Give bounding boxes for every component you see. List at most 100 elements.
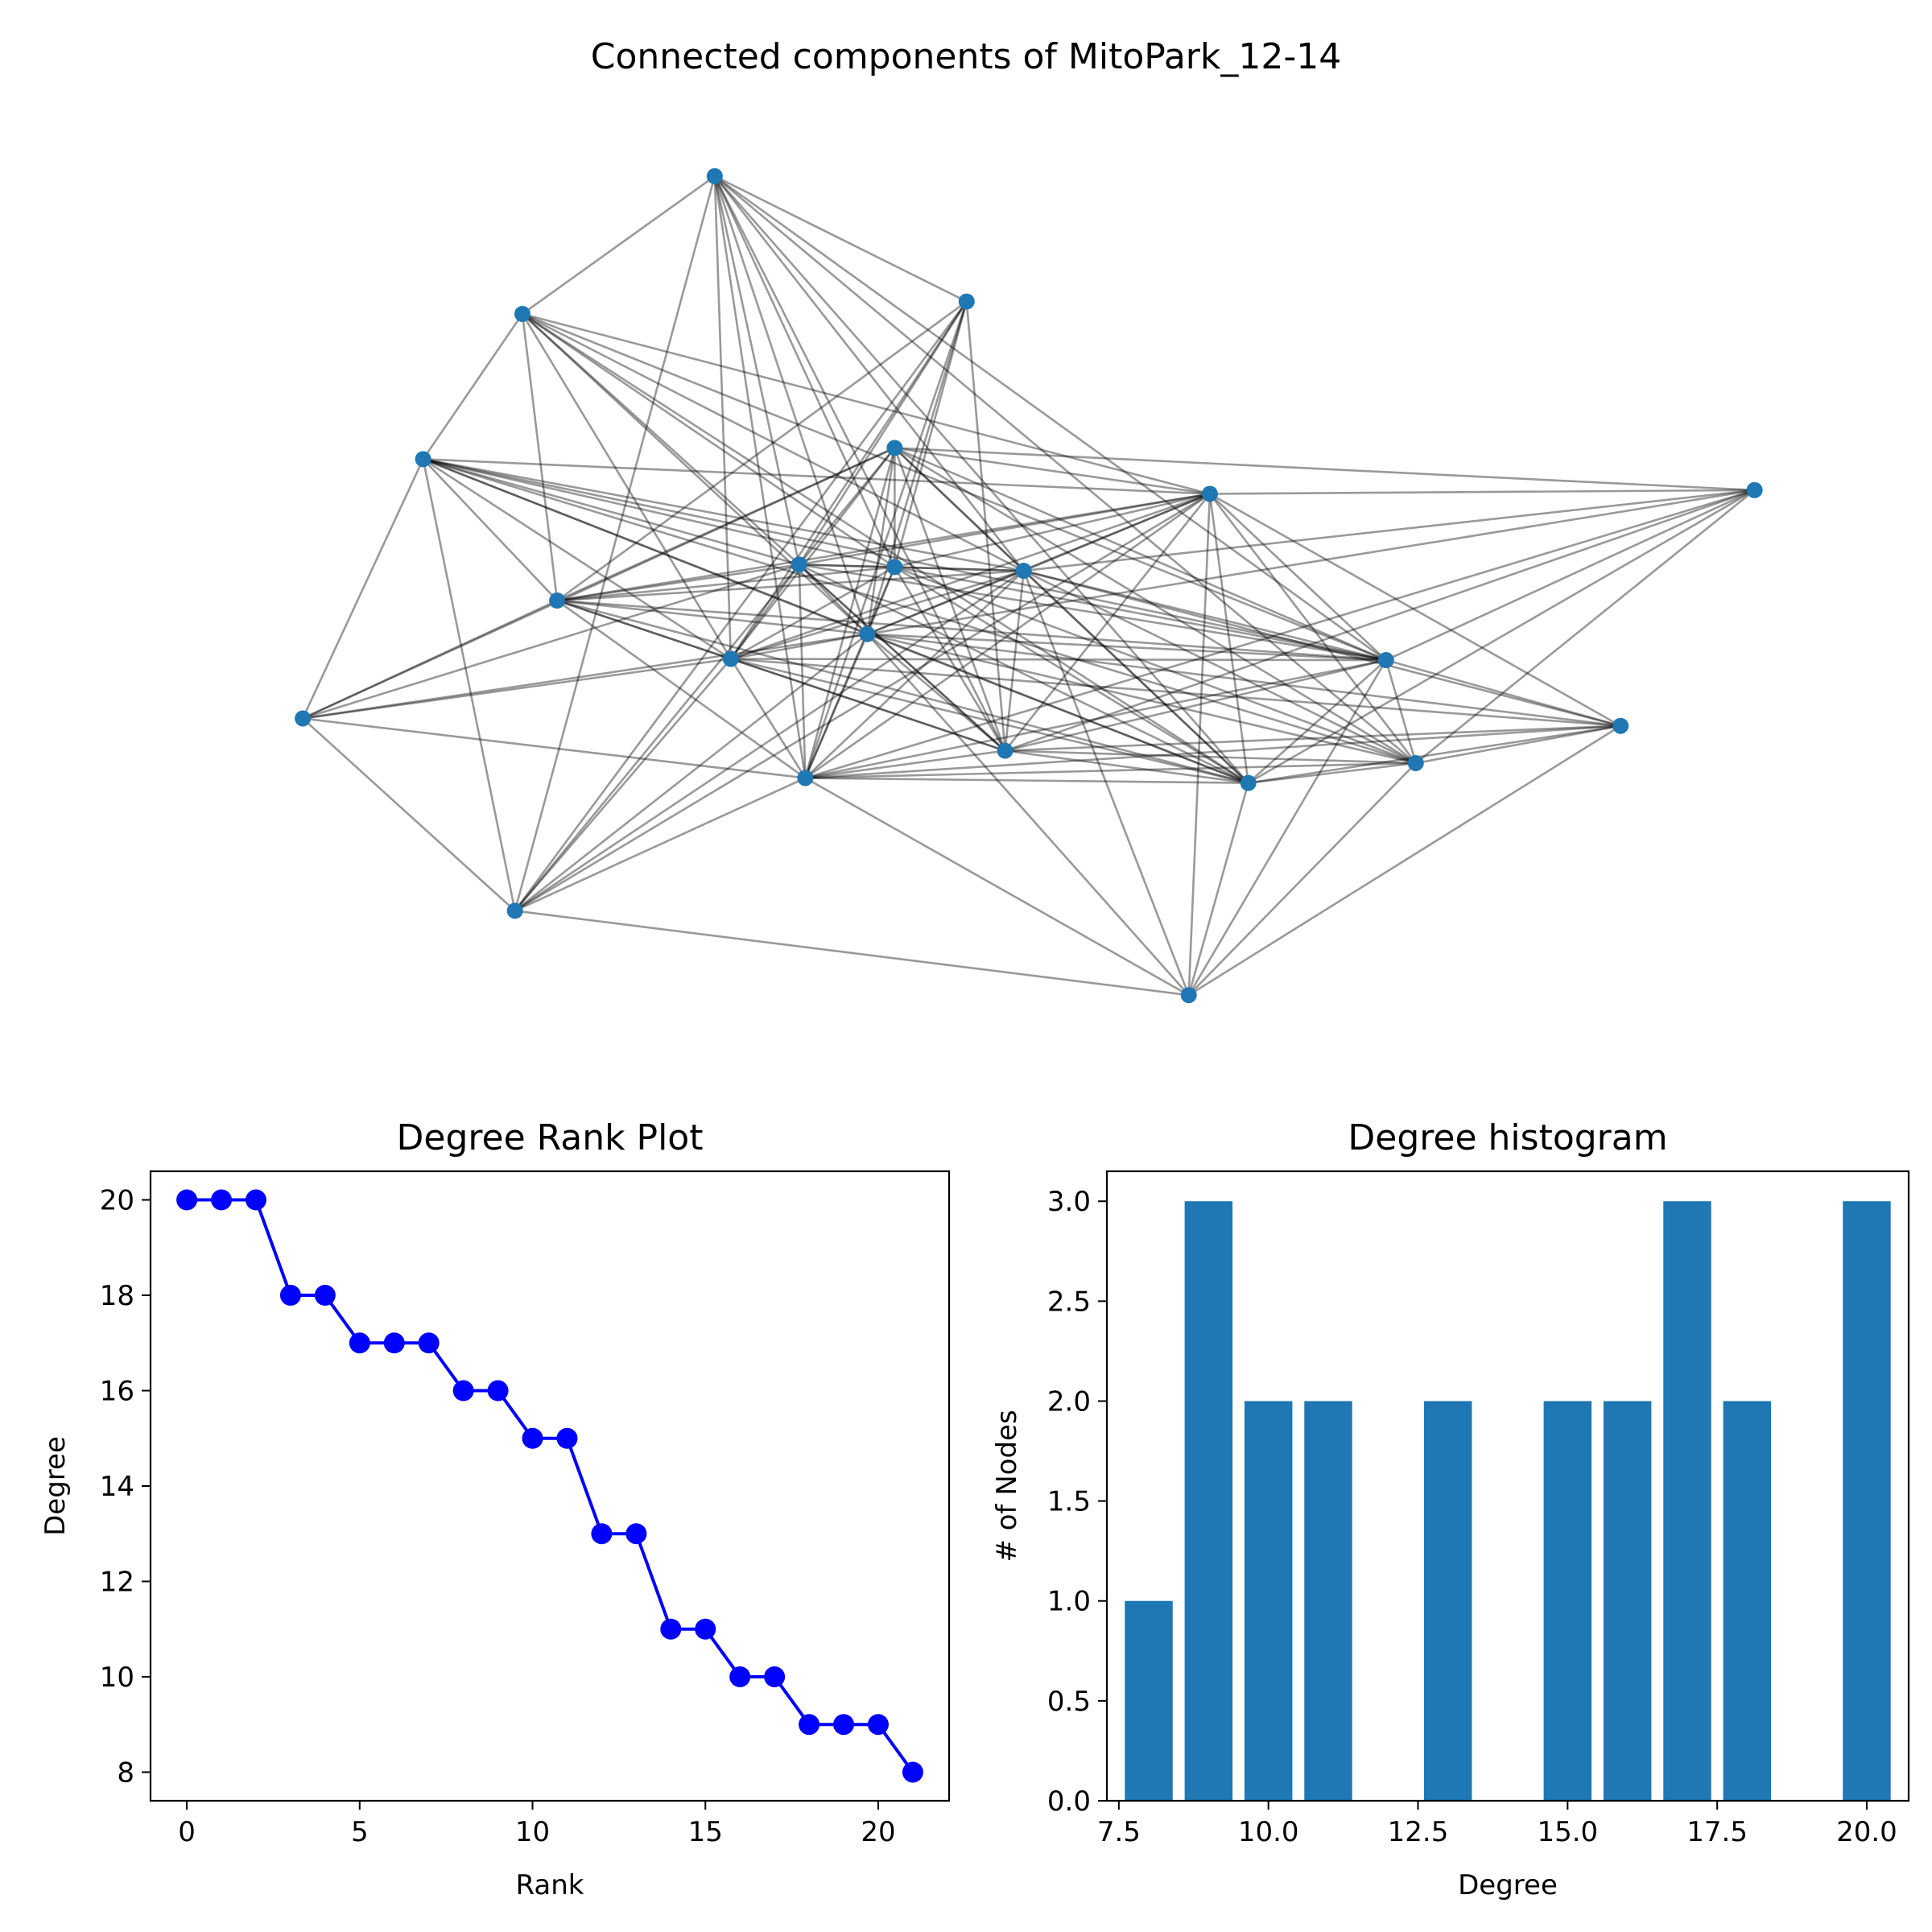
rank-ytick-label: 16 bbox=[100, 1376, 134, 1408]
network-edge bbox=[894, 447, 1417, 765]
network-edge bbox=[713, 175, 896, 568]
network-edge bbox=[422, 313, 524, 460]
network-edge bbox=[556, 566, 895, 602]
network-node bbox=[791, 556, 807, 573]
hist-ytick-label: 0.5 bbox=[1047, 1686, 1091, 1718]
network-edge bbox=[866, 301, 968, 635]
network-edge bbox=[866, 633, 1006, 752]
network-edge bbox=[799, 564, 1386, 662]
network-edge bbox=[1247, 659, 1387, 784]
hist-ytick-label: 0.0 bbox=[1047, 1785, 1091, 1818]
hist-xtick-label: 15.0 bbox=[1537, 1816, 1598, 1848]
network-edge bbox=[798, 564, 807, 778]
network-edge bbox=[713, 175, 869, 635]
network-edge bbox=[556, 564, 799, 602]
network-edge bbox=[1005, 489, 1756, 752]
network-edge bbox=[965, 301, 1006, 751]
network-edge bbox=[302, 564, 800, 720]
rank-plot-axes bbox=[149, 1170, 951, 1802]
network-edge bbox=[894, 566, 1024, 572]
network-edge bbox=[804, 493, 1211, 779]
network-edge bbox=[1208, 493, 1417, 764]
hist-xtick-label: 17.5 bbox=[1686, 1816, 1748, 1848]
rank-series-points bbox=[176, 1189, 923, 1783]
network-edge bbox=[423, 458, 800, 566]
network-edge bbox=[1248, 762, 1416, 784]
network-edge bbox=[805, 762, 1416, 779]
rank-point bbox=[799, 1714, 820, 1736]
network-edge bbox=[804, 634, 869, 778]
network-panel: Connected components of MitoPark_12-14 bbox=[295, 36, 1763, 1004]
network-node bbox=[295, 710, 312, 727]
network-edge bbox=[556, 300, 968, 602]
rank-plot-panel: Degree Rank Plot 0 5 10 15 20 8 10 12 14 16 18 20 R… bbox=[39, 1117, 951, 1901]
network-edge bbox=[1209, 489, 1755, 495]
histogram-bar bbox=[1603, 1401, 1652, 1801]
histogram-title: Degree histogram bbox=[1348, 1117, 1667, 1158]
rank-xtick-label: 5 bbox=[351, 1816, 369, 1848]
network-title: Connected components of MitoPark_12-14 bbox=[591, 36, 1341, 77]
network-edges bbox=[301, 175, 1756, 997]
network-node bbox=[1407, 754, 1424, 771]
rank-plot-ticks: 0 5 10 15 20 8 10 12 14 16 18 20 bbox=[100, 1185, 896, 1848]
network-edge bbox=[866, 448, 896, 634]
network-edge bbox=[894, 447, 1025, 572]
network-edge bbox=[894, 447, 1249, 784]
network-edge bbox=[799, 564, 1249, 784]
rank-point bbox=[695, 1618, 716, 1640]
network-edge bbox=[805, 724, 1621, 779]
network-edge bbox=[894, 566, 1417, 765]
network-edge bbox=[514, 493, 1211, 912]
rank-ytick-label: 18 bbox=[100, 1280, 134, 1312]
network-edge bbox=[894, 566, 1006, 752]
network-edge bbox=[713, 175, 1006, 752]
network-edge bbox=[514, 777, 806, 912]
network-edge bbox=[1208, 493, 1387, 661]
network-edge bbox=[713, 175, 807, 778]
network-edge bbox=[423, 458, 1210, 495]
network-edge bbox=[713, 175, 1025, 572]
network-edge bbox=[730, 658, 1005, 752]
network-edge bbox=[422, 458, 559, 601]
rank-point bbox=[176, 1189, 198, 1211]
rank-point bbox=[314, 1285, 336, 1307]
network-node bbox=[797, 770, 814, 786]
network-edge bbox=[1385, 658, 1621, 727]
network-node bbox=[859, 625, 876, 642]
rank-point bbox=[867, 1714, 889, 1736]
histogram-xlabel: Degree bbox=[1458, 1869, 1558, 1901]
network-node bbox=[549, 592, 566, 609]
rank-ytick-label: 12 bbox=[100, 1566, 134, 1598]
network-edge bbox=[514, 175, 716, 911]
network-edge bbox=[866, 566, 896, 635]
network-edge bbox=[713, 175, 733, 659]
network-edge bbox=[805, 658, 1387, 779]
histogram-bar bbox=[1184, 1201, 1233, 1801]
rank-plot-title: Degree Rank Plot bbox=[397, 1117, 704, 1158]
rank-point bbox=[729, 1666, 751, 1687]
network-edge bbox=[302, 599, 558, 720]
network-edge bbox=[805, 489, 1755, 779]
network-edge bbox=[1004, 493, 1211, 752]
network-edge bbox=[514, 910, 1189, 997]
rank-point bbox=[211, 1189, 233, 1211]
rank-xtick-label: 20 bbox=[861, 1816, 895, 1848]
network-edge bbox=[1022, 570, 1190, 996]
network-edge bbox=[894, 447, 1387, 662]
histogram-bar bbox=[1543, 1401, 1592, 1801]
rank-point bbox=[349, 1332, 370, 1354]
network-node bbox=[1612, 717, 1629, 734]
rank-point bbox=[833, 1714, 855, 1736]
network-node bbox=[997, 742, 1013, 759]
network-edge bbox=[714, 175, 968, 303]
network-edge bbox=[1248, 489, 1756, 784]
network-edge bbox=[730, 658, 1249, 784]
network-edge bbox=[522, 313, 1006, 752]
network-edge bbox=[1209, 493, 1621, 727]
network-edge bbox=[1023, 489, 1755, 572]
rank-point bbox=[556, 1427, 578, 1449]
histogram-panel: Degree histogram 7.5 10.0 12.5 15.0 17.5 20.0… bbox=[991, 1117, 1910, 1901]
network-nodes bbox=[295, 167, 1763, 1004]
network-edge bbox=[557, 569, 1024, 602]
histogram-bar bbox=[1723, 1401, 1772, 1801]
